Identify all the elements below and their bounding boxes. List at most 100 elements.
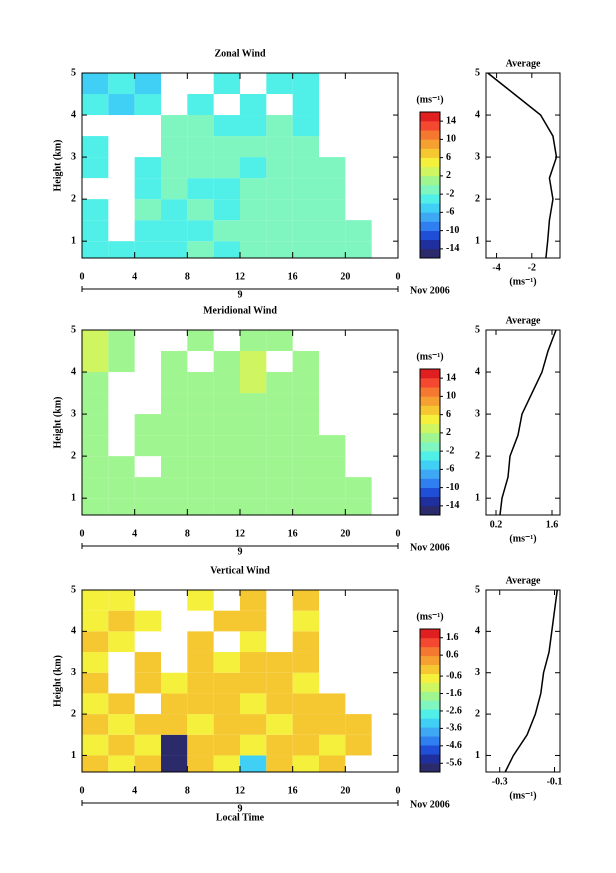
colorbar-band <box>420 378 440 388</box>
x-tick-label: -2 <box>528 262 536 273</box>
heat-cell <box>213 393 240 415</box>
heat-cell <box>161 372 188 394</box>
colorbar-tick-label: -0.6 <box>446 670 462 681</box>
heat-cell <box>240 672 267 694</box>
heat-cell <box>266 136 293 158</box>
heat-cell <box>292 755 319 772</box>
colorbar-band <box>420 185 440 195</box>
heat-cell <box>292 94 319 116</box>
heat-cell <box>292 652 319 673</box>
heat-cell <box>161 351 188 373</box>
heat-cell <box>213 178 240 200</box>
heat-cell <box>266 734 293 756</box>
heat-cell <box>266 435 293 457</box>
heat-cell <box>292 178 319 200</box>
heat-cell <box>319 199 346 221</box>
x-tick-label: 12 <box>235 785 245 796</box>
colorbar-band <box>420 121 440 131</box>
heat-cell <box>213 136 240 158</box>
y-tick-label: 4 <box>475 626 480 637</box>
colorbar-band <box>420 112 440 122</box>
heat-cell <box>266 115 293 137</box>
y-tick-label: 2 <box>475 708 480 719</box>
colorbar-band <box>420 736 440 746</box>
heat-cell <box>108 73 135 95</box>
heat-cell <box>108 94 135 116</box>
heat-cell <box>82 73 109 95</box>
heat-cell <box>266 220 293 242</box>
heat-cell <box>134 220 161 242</box>
colorbar-tick-label: 6 <box>446 152 451 163</box>
y-tick-label: 5 <box>475 584 480 595</box>
heat-cell <box>187 115 214 137</box>
heat-cell <box>266 372 293 394</box>
heat-cell <box>187 414 214 436</box>
heat-cell <box>240 241 267 258</box>
y-tick-label: 1 <box>475 492 480 503</box>
colorbar-tick-label: 6 <box>446 409 451 420</box>
heat-cell <box>345 714 372 735</box>
heat-cell <box>134 73 161 95</box>
heat-cell <box>82 755 109 772</box>
y-tick-label: 5 <box>475 324 480 335</box>
colorbar-tick-label: 14 <box>446 372 456 383</box>
x-tick-label: 16 <box>288 785 298 796</box>
colorbar-band <box>420 148 440 158</box>
heat-cell <box>134 498 161 515</box>
heat-cell <box>292 241 319 258</box>
colorbar-band <box>420 673 440 683</box>
colorbar-band <box>420 194 440 204</box>
heat-cell <box>187 734 214 756</box>
x-tick-label: 20 <box>340 271 350 282</box>
heat-cell <box>134 734 161 756</box>
heat-cell <box>108 693 135 715</box>
date-axis-label: Nov 2006 <box>410 285 450 296</box>
heat-cell <box>187 652 214 673</box>
y-axis-label: Height (km) <box>52 655 63 707</box>
heat-cell <box>187 435 214 457</box>
heat-cell <box>319 498 346 515</box>
y-tick-label: 4 <box>475 109 480 120</box>
colorbar-band <box>420 212 440 222</box>
heat-cell <box>345 477 372 499</box>
heat-cell <box>266 456 293 478</box>
heat-cell <box>213 755 240 772</box>
heat-cell <box>266 414 293 436</box>
heat-cell <box>266 498 293 515</box>
heat-cell <box>213 199 240 221</box>
heat-cell <box>213 220 240 242</box>
x-tick-label: 8 <box>185 785 190 796</box>
y-tick-label: 1 <box>71 492 76 503</box>
date-label: 9 <box>238 803 243 814</box>
heat-cell <box>240 94 267 116</box>
colorbar-band <box>420 754 440 764</box>
heat-cell <box>213 672 240 694</box>
heat-cell <box>187 393 214 415</box>
heat-cell <box>292 590 319 611</box>
heat-cell <box>319 755 346 772</box>
heat-cell <box>240 693 267 715</box>
x-tick-label: -0.3 <box>492 776 508 787</box>
heat-cell <box>134 94 161 116</box>
y-tick-label: 3 <box>475 151 480 162</box>
heat-cell <box>266 393 293 415</box>
heat-cell <box>292 714 319 735</box>
heat-cell <box>292 631 319 653</box>
heat-cell <box>240 372 267 394</box>
heat-cell <box>266 330 293 352</box>
colorbar-band <box>420 442 440 452</box>
heat-cell <box>82 136 109 158</box>
heat-cell <box>319 714 346 735</box>
heat-cell <box>292 372 319 394</box>
heat-cell <box>319 456 346 478</box>
heat-cell <box>187 714 214 735</box>
heat-cell <box>213 372 240 394</box>
colorbar-tick-label: -2 <box>446 445 454 456</box>
colorbar-tick-label: -4.6 <box>446 740 462 751</box>
heat-cell <box>82 498 109 515</box>
heat-cell <box>187 755 214 772</box>
heat-cell <box>213 241 240 258</box>
profile-line <box>499 329 557 516</box>
heat-cell <box>240 631 267 653</box>
y-tick-label: 4 <box>71 626 76 637</box>
